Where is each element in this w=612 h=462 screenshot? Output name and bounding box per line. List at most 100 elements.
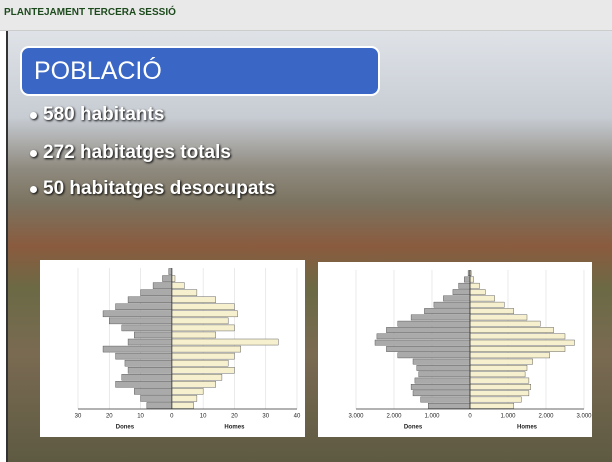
bar-dones	[116, 381, 172, 387]
bar-homes	[172, 332, 216, 338]
bar-homes	[470, 302, 504, 307]
bar-homes	[470, 340, 575, 345]
bar-dones	[122, 374, 172, 380]
bar-homes	[470, 346, 565, 351]
bar-homes	[172, 290, 197, 296]
bar-homes	[172, 360, 228, 366]
bar-dones	[398, 353, 470, 358]
bar-homes	[470, 308, 514, 313]
bar-homes	[172, 395, 197, 401]
bar-dones	[134, 332, 172, 338]
bar-dones	[375, 340, 470, 345]
bar-dones	[413, 359, 470, 364]
x-tick-label: 10	[137, 414, 144, 420]
bar-homes	[470, 315, 527, 320]
bar-dones	[377, 334, 470, 339]
bar-homes	[172, 353, 235, 359]
bar-homes	[172, 402, 194, 408]
bar-dones	[122, 325, 172, 331]
bar-dones	[134, 388, 172, 394]
left-label: Dones	[116, 425, 135, 431]
bullet-text: 580 habitants	[43, 104, 164, 126]
right-label: Homes	[224, 425, 245, 431]
bar-homes	[470, 372, 525, 377]
bar-homes	[172, 276, 175, 282]
x-tick-label: 30	[75, 414, 82, 420]
bar-homes	[470, 397, 521, 402]
x-tick-label: 30	[262, 414, 269, 420]
bar-dones	[386, 327, 470, 332]
bar-dones	[464, 277, 470, 282]
bar-dones	[434, 302, 470, 307]
bar-dones	[147, 402, 172, 408]
bar-homes	[470, 365, 527, 370]
x-tick-label: 0	[468, 414, 472, 420]
x-tick-label: 20	[231, 414, 238, 420]
bar-homes	[172, 304, 235, 310]
x-tick-label: 1.000	[500, 414, 516, 420]
bar-homes	[470, 289, 485, 294]
bar-homes	[470, 296, 495, 301]
bar-dones	[116, 304, 172, 310]
bar-dones	[459, 283, 470, 288]
bar-dones	[162, 276, 171, 282]
bar-homes	[470, 334, 565, 339]
bar-dones	[169, 269, 172, 275]
bar-dones	[128, 297, 172, 303]
bar-homes	[172, 318, 228, 324]
x-tick-label: 2.000	[386, 414, 402, 420]
bar-homes	[172, 346, 241, 352]
bar-dones	[419, 372, 470, 377]
bar-homes	[470, 359, 533, 364]
right-label: Homes	[517, 425, 538, 431]
slide-title-box: POBLACIÓ	[20, 46, 380, 96]
bar-dones	[116, 353, 172, 359]
bar-homes	[172, 367, 235, 373]
bullet-text: 272 habitatges totals	[43, 142, 231, 164]
bar-homes	[172, 388, 203, 394]
bar-dones	[421, 397, 470, 402]
bar-homes	[172, 339, 278, 345]
x-tick-label: 40	[294, 414, 301, 420]
bullet: 272 habitatges totals	[30, 142, 231, 164]
bar-homes	[172, 374, 222, 380]
bar-homes	[470, 403, 514, 408]
bar-homes	[470, 321, 540, 326]
bar-dones	[386, 346, 470, 351]
bullet: 580 habitants	[30, 104, 164, 126]
bar-dones	[453, 289, 470, 294]
header-bar: PLANTEJAMENT TERCERA SESSIÓ	[0, 0, 612, 31]
bar-homes	[470, 327, 554, 332]
bar-dones	[128, 339, 172, 345]
bar-homes	[172, 311, 238, 317]
bar-dones	[103, 311, 172, 317]
bar-homes	[172, 325, 235, 331]
bar-dones	[443, 296, 470, 301]
header-title: PLANTEJAMENT TERCERA SESSIÓ	[4, 7, 176, 18]
bar-dones	[411, 384, 470, 389]
bar-dones	[415, 378, 470, 383]
bar-dones	[128, 367, 172, 373]
bar-homes	[470, 391, 529, 396]
bar-dones	[428, 403, 470, 408]
bar-dones	[424, 308, 470, 313]
bar-dones	[417, 365, 470, 370]
bar-homes	[172, 297, 216, 303]
bar-dones	[411, 315, 470, 320]
bar-homes	[172, 283, 185, 289]
x-tick-label: 20	[106, 414, 113, 420]
bar-dones	[109, 318, 172, 324]
bar-dones	[141, 395, 172, 401]
bar-homes	[470, 283, 480, 288]
slide-title: POBLACIÓ	[34, 57, 162, 86]
bar-dones	[141, 290, 172, 296]
bar-homes	[470, 378, 529, 383]
slide-page: PLANTEJAMENT TERCERA SESSIÓ POBLACIÓ 580…	[0, 0, 612, 462]
x-tick-label: 2.000	[538, 414, 554, 420]
bar-homes	[470, 277, 474, 282]
bar-dones	[125, 360, 172, 366]
x-tick-label: 10	[200, 414, 207, 420]
bar-dones	[103, 346, 172, 352]
